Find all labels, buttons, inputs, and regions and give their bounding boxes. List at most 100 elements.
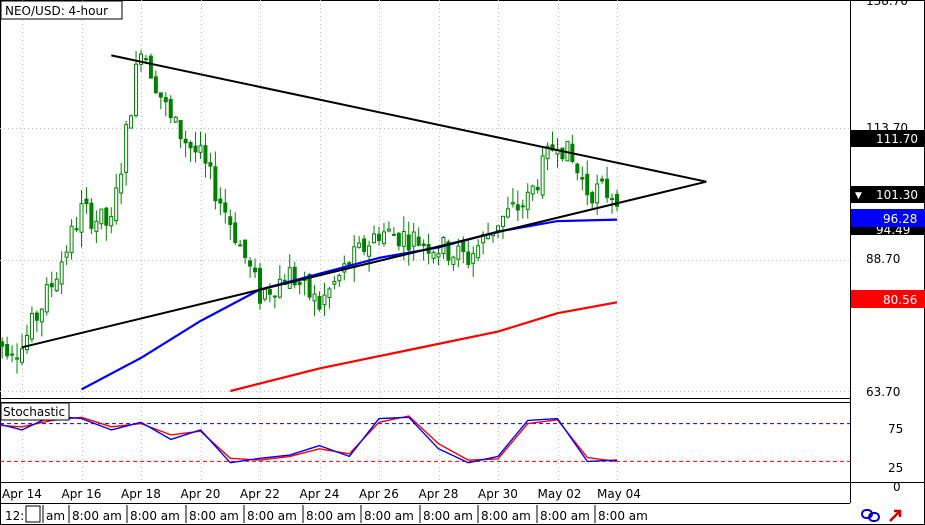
svg-text:111.70: 111.70 <box>876 132 918 146</box>
grid-lines <box>0 0 850 482</box>
bottom-box <box>25 505 41 523</box>
candle-body <box>317 295 322 310</box>
candle-body <box>466 251 471 265</box>
candle-body <box>248 260 253 267</box>
candle-body <box>139 53 143 65</box>
date-label: Apr 16 <box>62 487 102 501</box>
candle-body <box>69 225 74 254</box>
candle-body <box>575 163 580 174</box>
candle-body <box>10 353 15 356</box>
indicator-lines <box>21 54 707 393</box>
candle-body <box>134 63 139 116</box>
bottom-time-label: 8:00 am <box>189 509 239 523</box>
stoch-main-line <box>0 415 618 464</box>
candle-body <box>600 178 605 182</box>
candle-body <box>198 145 203 153</box>
y-tick-label: 63.70 <box>866 385 900 399</box>
candle-body <box>540 155 545 196</box>
candle-body <box>109 216 114 227</box>
svg-text:80.56: 80.56 <box>883 293 917 307</box>
candle-body <box>39 308 44 323</box>
candle-body <box>168 98 173 119</box>
trendline-upper <box>111 54 707 183</box>
bottom-time-label: 12: <box>5 509 24 523</box>
candle-body <box>515 204 520 211</box>
candle-body <box>297 281 302 285</box>
candlesticks <box>0 49 619 374</box>
arrow-icon[interactable] <box>889 509 902 522</box>
candle-body <box>545 145 550 160</box>
candle-body <box>228 216 233 226</box>
candle-body <box>461 241 466 253</box>
current-price-marker-icon: ▼ <box>855 191 862 201</box>
date-label: Apr 28 <box>419 487 459 501</box>
link-icon[interactable] <box>861 509 880 522</box>
date-label: May 04 <box>597 487 641 501</box>
date-label: May 02 <box>538 487 582 501</box>
candle-body <box>287 267 292 289</box>
candle-body <box>431 251 436 259</box>
candle-body <box>20 348 24 363</box>
stoch-tick-label: 75 <box>888 422 903 436</box>
bottom-time-label: 8:00 am <box>598 509 648 523</box>
candle-body <box>124 124 129 173</box>
stoch-tick-label: 0 <box>893 480 901 494</box>
candle-body <box>401 231 406 247</box>
candle-body <box>49 283 54 288</box>
candle-body <box>99 208 104 225</box>
candle-body <box>104 207 109 226</box>
candle-body <box>377 233 381 242</box>
candle-body <box>510 202 515 205</box>
bottom-time-label: 8:00 am <box>540 509 590 523</box>
candle-body <box>372 233 377 244</box>
candle-body <box>74 228 79 231</box>
candle-body <box>406 234 411 251</box>
candle-body <box>520 205 525 208</box>
bottom-time-label: 8:00 am <box>423 509 473 523</box>
candle-body <box>119 173 124 194</box>
candle-body <box>208 162 213 167</box>
date-label: Apr 30 <box>478 487 518 501</box>
candle-body <box>163 97 168 103</box>
candle-body <box>421 243 426 247</box>
candle-body <box>381 231 386 244</box>
sma-red-line <box>230 301 618 393</box>
candle-body <box>411 231 416 247</box>
candle-body <box>605 178 610 198</box>
candle-body <box>362 238 367 252</box>
candle-body <box>253 267 258 273</box>
candle-body <box>218 198 223 204</box>
candle-body <box>292 266 297 286</box>
candle-body <box>471 253 476 264</box>
stochastic-title: Stochastic <box>3 405 65 419</box>
date-label: Apr 26 <box>359 487 399 501</box>
candle-body <box>496 225 500 232</box>
trendline-lower <box>21 180 707 349</box>
candle-body <box>357 242 362 248</box>
bottom-time-label: 8:00 am <box>72 509 122 523</box>
candle-body <box>436 253 441 258</box>
candle-body <box>590 192 595 204</box>
date-labels: Apr 14 Apr 16 Apr 18 Apr 20 Apr 22 Apr 24 Apr … <box>2 487 641 501</box>
candle-body <box>24 334 29 351</box>
y-tick-label: 88.70 <box>866 252 900 266</box>
candle-body <box>272 295 277 298</box>
candle-body <box>153 76 158 94</box>
candle-body <box>391 233 396 236</box>
candle-body <box>178 120 183 140</box>
bottom-time-label: 8:00 am <box>306 509 356 523</box>
candle-body <box>15 357 20 360</box>
candle-body <box>277 278 282 298</box>
candle-body <box>585 173 590 196</box>
price-tag-upper: 111.70 <box>851 130 925 147</box>
candle-body <box>54 278 59 292</box>
candle-body <box>446 241 451 261</box>
bottom-time-label: 8:00 am <box>247 509 297 523</box>
candle-body <box>203 145 208 164</box>
candle-body <box>193 145 198 153</box>
stoch-tick-label: 25 <box>888 461 903 475</box>
candle-body <box>5 344 10 357</box>
candle-body <box>158 92 163 98</box>
